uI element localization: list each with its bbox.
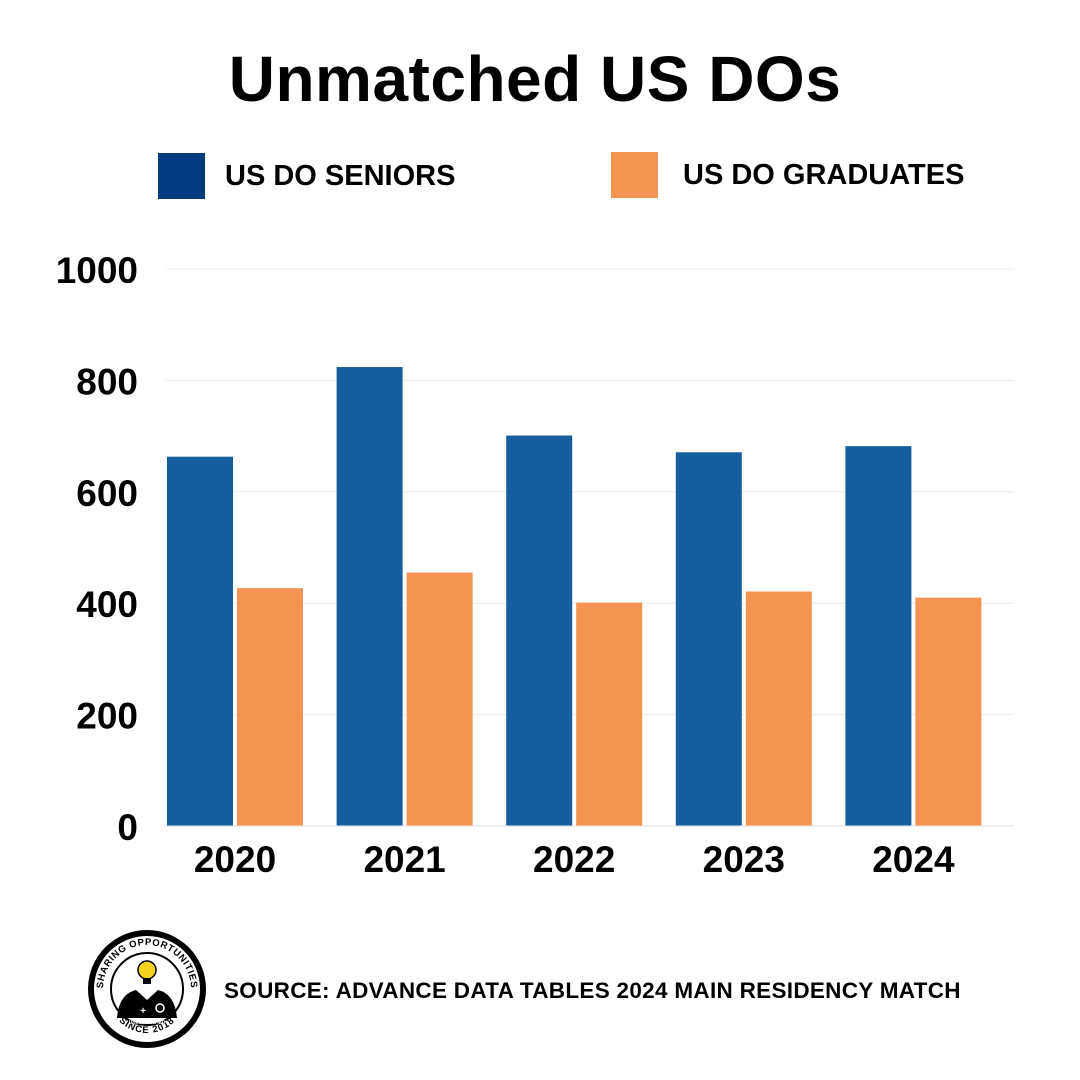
y-tick-label-800: 800	[76, 361, 138, 402]
legend-item-graduates: US DO GRADUATES	[611, 152, 964, 198]
x-tick-label-2021: 2021	[363, 839, 445, 880]
bar-graduates-2021	[406, 572, 473, 826]
legend-label-graduates: US DO GRADUATES	[683, 158, 965, 191]
y-tick-label-600: 600	[76, 473, 138, 514]
bar-graduates-2023	[745, 591, 812, 826]
legend-swatch-graduates	[611, 152, 658, 198]
svg-text:+: +	[140, 1006, 146, 1017]
bar-seniors-2023	[675, 452, 742, 826]
y-tick-label-1000: 1000	[56, 250, 138, 291]
bar-seniors-2024	[845, 446, 912, 826]
bar-graduates-2024	[915, 597, 982, 826]
unmatched-logo: SHARING OPPORTUNITIES SINCE 2018 + Unmat…	[88, 930, 206, 1048]
bar-seniors-2021	[336, 367, 403, 826]
chart-title: Unmatched US DOs	[228, 43, 842, 115]
legend-item-seniors: US DO SENIORS	[158, 153, 455, 199]
y-tick-label-400: 400	[76, 584, 138, 625]
bar-graduates-2022	[576, 602, 643, 826]
y-tick-label-200: 200	[76, 696, 138, 737]
y-tick-label-0: 0	[117, 807, 138, 848]
legend-swatch-seniors	[158, 153, 205, 199]
bar-seniors-2020	[167, 456, 233, 826]
x-tick-label-2024: 2024	[872, 839, 955, 880]
lightbulb-icon	[137, 960, 157, 980]
legend-label-seniors: US DO SENIORS	[225, 159, 456, 192]
bar-chart: 0 200 400 600 800 1000 2020 2021 2022 2023 2024	[56, 250, 1014, 880]
x-tick-label-2023: 2023	[703, 839, 785, 880]
bar-seniors-2022	[506, 435, 573, 826]
x-tick-label-2022: 2022	[533, 839, 615, 880]
x-tick-label-2020: 2020	[194, 839, 276, 880]
bar-graduates-2020	[237, 588, 303, 826]
svg-text:Unmatched MD: Unmatched MD	[129, 1020, 166, 1026]
source-note: SOURCE: ADVANCE DATA TABLES 2024 MAIN RE…	[224, 978, 961, 1003]
stethoscope-icon	[155, 1003, 165, 1013]
